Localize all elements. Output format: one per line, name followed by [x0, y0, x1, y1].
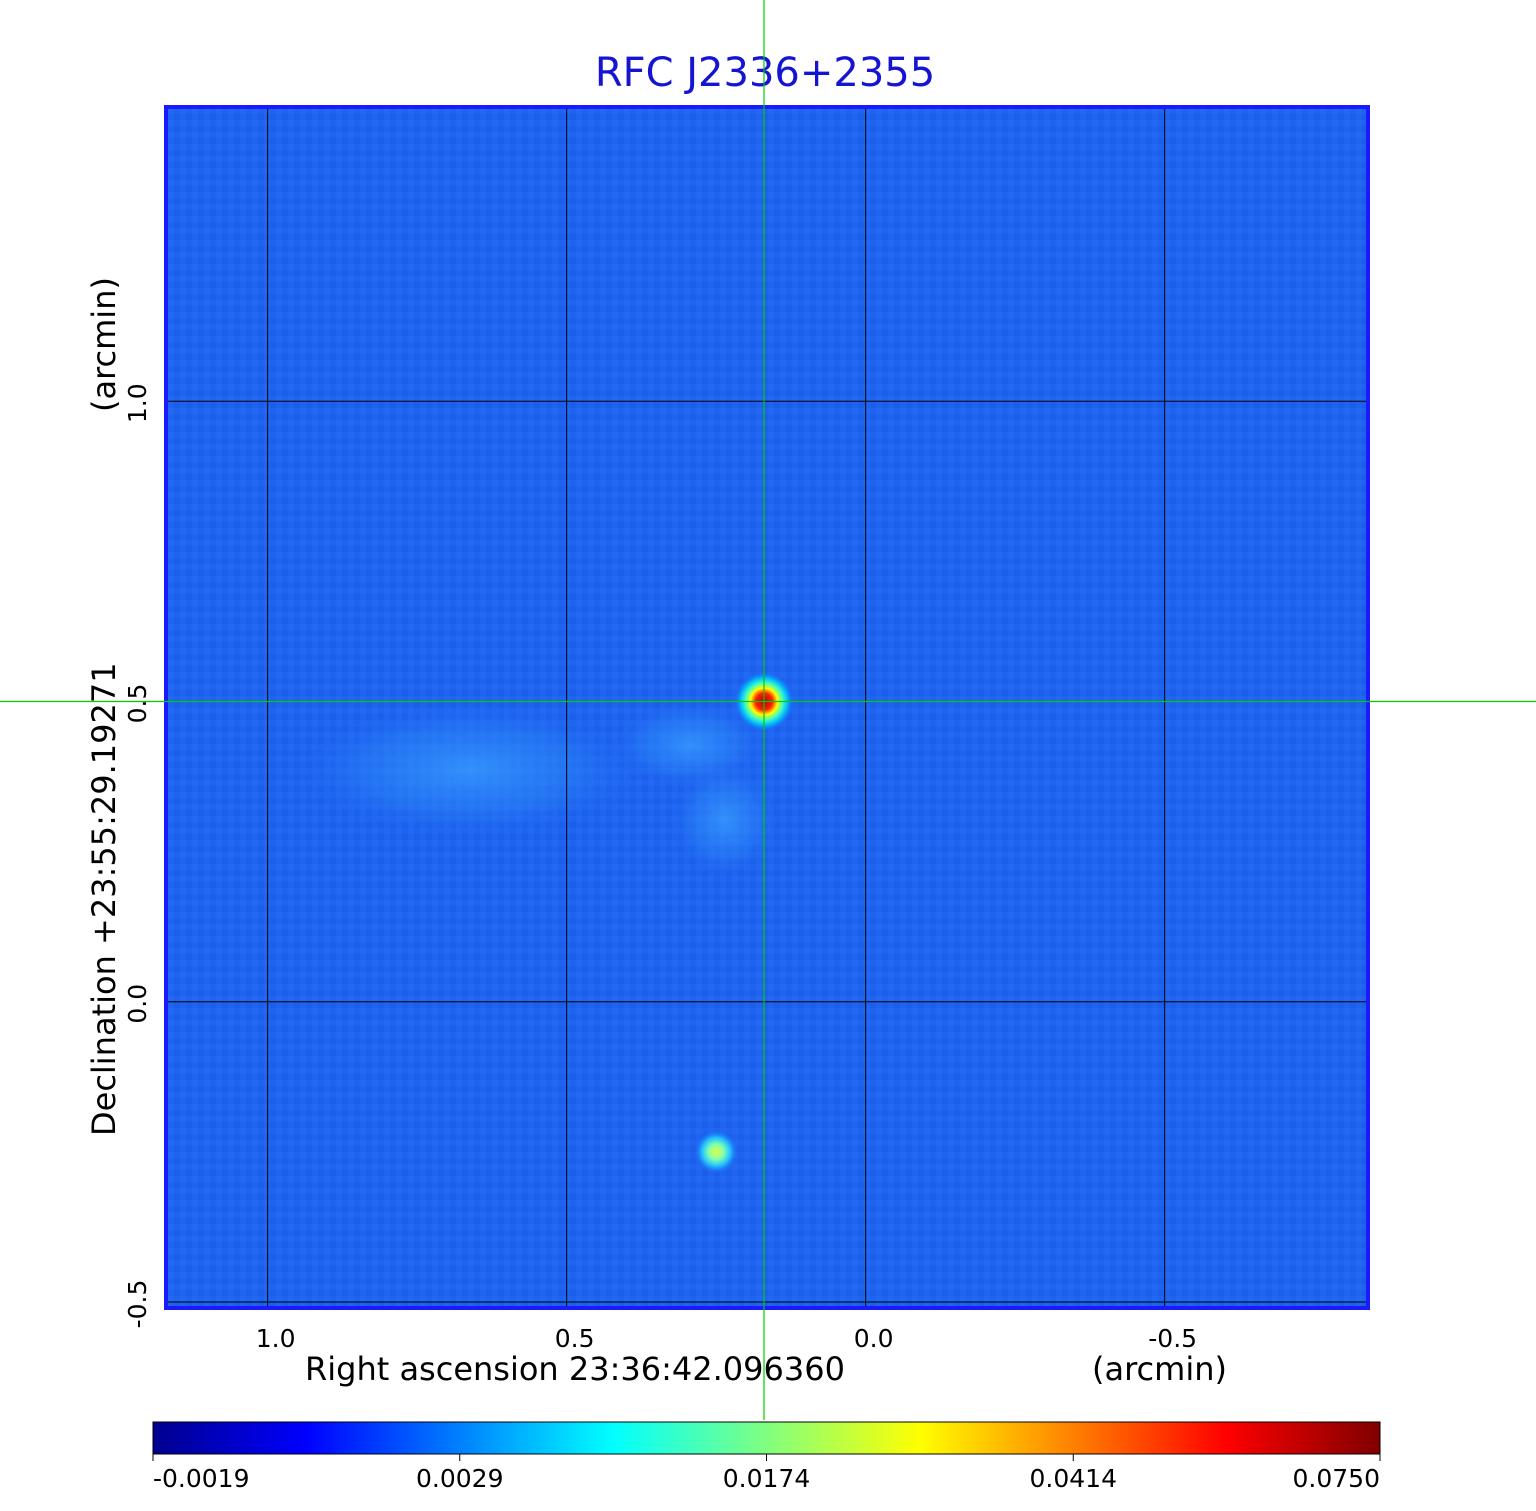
colorbar-tick-label: -0.0019 — [153, 1464, 250, 1493]
y-tick-label: 1.0 — [123, 383, 152, 423]
colorbar-tick-label: 0.0750 — [1293, 1464, 1380, 1493]
y-tick-label: 0.0 — [123, 984, 152, 1024]
x-tick-label: 1.0 — [256, 1324, 296, 1353]
x-axis-unit: (arcmin) — [1092, 1350, 1227, 1388]
y-axis-unit: (arcmin) — [85, 277, 123, 412]
y-tick-label: 0.5 — [123, 684, 152, 724]
x-axis-ticks: 1.0 0.5 0.0 -0.5 — [256, 1324, 1197, 1353]
x-tick-label: -0.5 — [1148, 1324, 1197, 1353]
colorbar-tick-label: 0.0414 — [1030, 1464, 1117, 1493]
diffuse-emission-3 — [670, 760, 780, 880]
colorbar: -0.0019 0.0029 0.0174 0.0414 0.0750 — [152, 1421, 1381, 1493]
diffuse-emission-1 — [290, 700, 650, 840]
figure-title: RFC J2336+2355 — [595, 50, 935, 96]
x-tick-label: 0.5 — [555, 1324, 595, 1353]
colorbar-gradient — [152, 1421, 1381, 1455]
source-secondary — [694, 1129, 739, 1174]
x-axis-label: Right ascension 23:36:42.096360 — [305, 1350, 845, 1388]
sky-map — [164, 105, 1370, 1310]
y-axis-label: Declination +23:55:29.19271 — [85, 662, 123, 1136]
colorbar-tick-label: 0.0174 — [723, 1464, 810, 1493]
map-frame — [164, 105, 1370, 1310]
x-tick-label: 0.0 — [854, 1324, 894, 1353]
y-tick-label: -0.5 — [123, 1280, 152, 1329]
colorbar-tick-label: 0.0029 — [416, 1464, 503, 1493]
y-axis-ticks: 1.0 0.5 0.0 -0.5 — [123, 383, 152, 1328]
